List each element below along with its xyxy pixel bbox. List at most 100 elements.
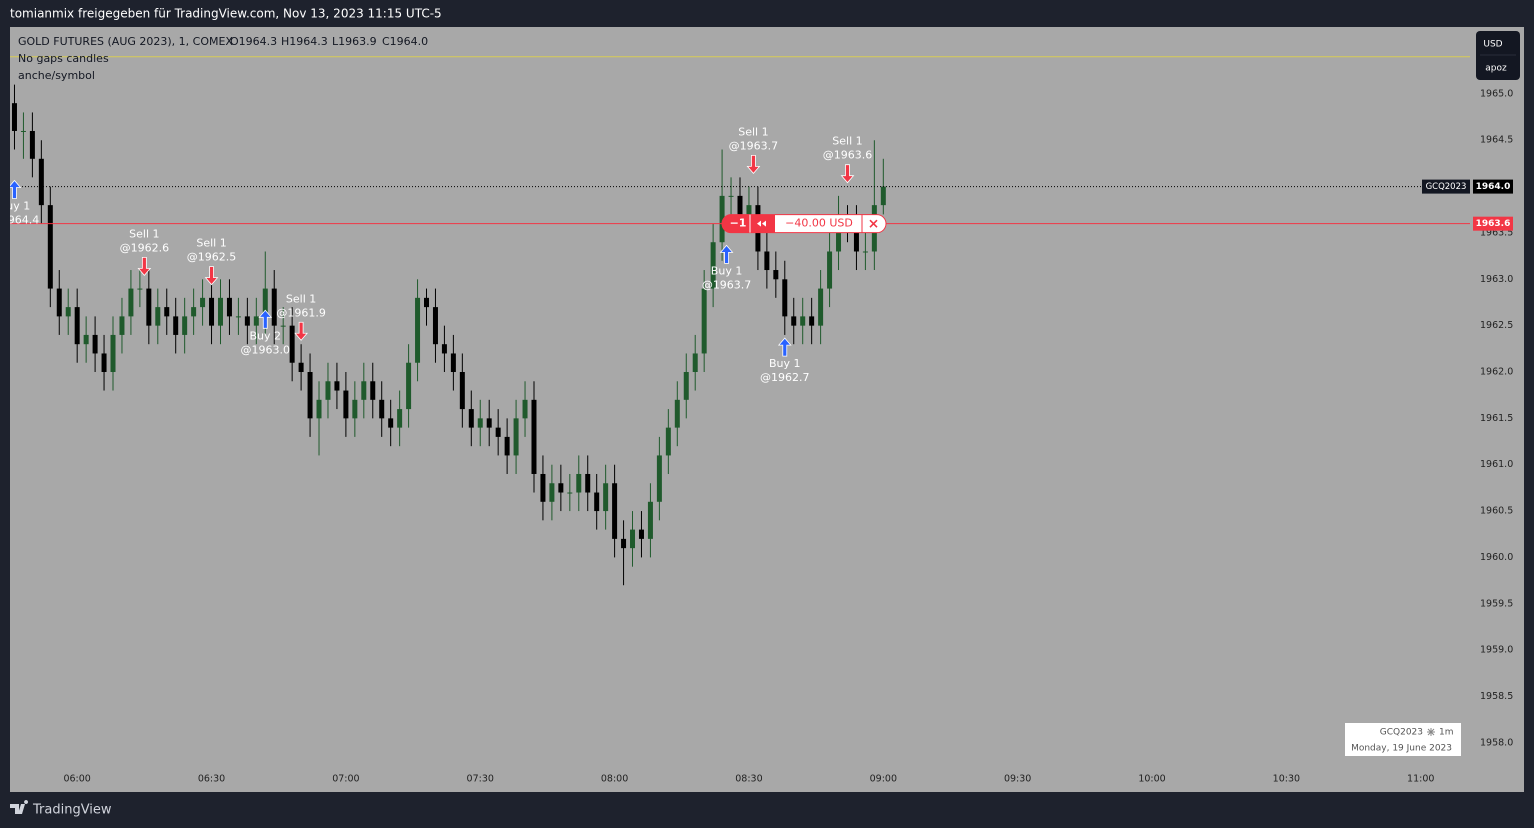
position-qty-bg [722,214,775,233]
candle-body [209,297,215,326]
sell-arrow [204,266,219,286]
candle-body [818,288,824,326]
buy-arrow [10,179,22,199]
y-tick-label: 1961.0 [1480,459,1513,470]
candle-body [397,409,403,428]
position-widget[interactable]: −1 −40.00 USD [721,214,887,234]
candle-body [379,399,385,419]
candle-body [110,334,116,373]
candle-body [164,307,170,317]
trade-price: @1962.5 [187,251,237,264]
candle-body [459,372,465,410]
candle-body [56,288,62,317]
currency[interactable]: USD [1483,40,1502,50]
symbol-tag-label: GCQ2023 [1426,182,1467,192]
candle-body [853,223,859,252]
y-tick-label: 1958.5 [1480,691,1513,702]
candle-body [226,297,232,317]
sell-arrow [137,256,152,276]
candle-body [262,288,268,317]
x-tick-label: 08:30 [735,774,762,785]
candle-body [128,288,134,317]
trade-marker: Sell 1@1963.6 [823,135,872,184]
symbol-tag [1422,179,1470,194]
candle-body [101,353,107,373]
info-interval: 1m [1439,728,1454,738]
candle-body [244,316,250,326]
candle-body [683,372,689,400]
candle-body [504,436,510,456]
trade-marker: Sell 1@1963.7 [729,125,779,175]
trade-price: @1963.0 [241,343,291,356]
candle-body [540,473,546,502]
buy-arrow [719,244,734,264]
trade-label: Sell 1 [129,227,159,240]
chart-area [10,27,1524,792]
legend-symbol: GOLD FUTURES (AUG 2023), 1, COMEX [18,35,233,48]
x-tick-label: 08:00 [601,774,628,785]
trade-marker: Sell 1@1961.9 [276,292,326,341]
candle-body [621,538,627,549]
candle-body [200,297,206,308]
close-icon[interactable] [869,219,878,228]
x-tick-label: 07:30 [467,774,494,785]
trade-marker: Buy 1@1963.7 [702,244,751,291]
indicator-label[interactable]: anche/symbol [18,69,95,82]
candle-body [486,418,492,428]
candle-body [298,362,304,373]
candle-body [531,399,537,474]
info-symbol: GCQ2023 [1380,728,1423,738]
y-tick-label: 1961.5 [1480,413,1513,424]
candle-body [791,316,797,326]
logo-icon [10,800,29,814]
tv-logo[interactable]: TradingView [10,800,112,818]
candle-body [191,307,197,317]
candle-body [29,130,35,159]
reverse-icon[interactable] [757,220,766,227]
trade-marker: Buy 1@1964.4 [0,179,39,227]
candle-body [343,390,349,419]
trade-marker: Buy 1@1962.7 [760,337,810,384]
candle-body [827,251,833,289]
candle-body [424,297,430,308]
candle-body [656,455,662,502]
candle-body [92,334,98,354]
indicator-label[interactable]: No gaps candles [18,52,109,65]
y-tick-label: 1963.5 [1480,227,1513,238]
candle-body [406,362,412,410]
candle-body [862,251,868,253]
candle-body [809,316,815,326]
candle-body [674,399,680,428]
y-tick-label: 1962.0 [1480,367,1513,378]
candle-body [665,427,671,456]
candle-body [612,483,618,539]
y-tick-label: 1959.5 [1480,598,1513,609]
candle-body [477,418,483,428]
x-tick-label: 09:00 [870,774,897,785]
candle-body [800,316,806,326]
candle-body [271,288,277,326]
candle-body [74,307,80,345]
buy-arrow [777,337,792,357]
trade-label: Buy 2 [250,329,282,342]
candle-body [307,372,313,419]
trade-price: @1963.7 [729,139,779,152]
y-tick-label: 1964.5 [1480,135,1513,146]
user[interactable]: apoz [1485,64,1507,74]
candle-body [782,279,788,317]
candle-body [692,353,698,373]
candle-body [576,473,582,493]
trade-marker: Buy 2@1963.0 [241,309,291,356]
x-tick-label: 09:30 [1004,774,1031,785]
candle-body [432,307,438,345]
candle-body [361,381,367,400]
sell-arrow [294,321,308,341]
toolbar-box[interactable]: USD apoz [1476,31,1520,80]
trade-label: Buy 1 [0,200,30,213]
candle-body [137,288,143,290]
sell-arrow [746,155,761,175]
trade-label: Sell 1 [738,125,768,138]
x-tick-label: 10:00 [1138,774,1165,785]
